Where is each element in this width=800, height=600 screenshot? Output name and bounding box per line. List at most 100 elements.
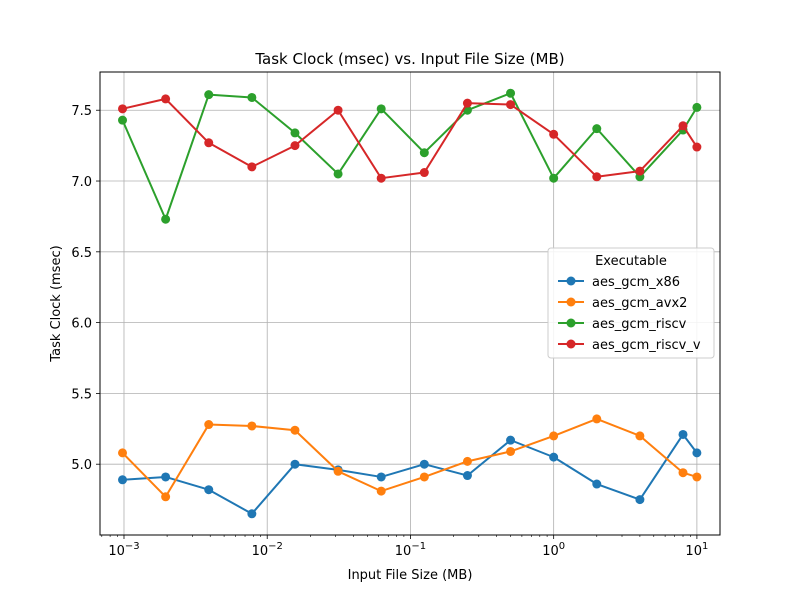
- chart-title: Task Clock (msec) vs. Input File Size (M…: [254, 50, 564, 68]
- x-axis-label: Input File Size (MB): [348, 568, 473, 583]
- x-tick-base: 10: [685, 544, 702, 559]
- data-point: [161, 472, 171, 482]
- y-tick-label: 6.0: [71, 317, 92, 332]
- data-point: [678, 468, 688, 478]
- data-point: [247, 92, 257, 102]
- data-point: [161, 94, 171, 104]
- x-tick-label: 101: [685, 541, 708, 559]
- data-point: [290, 128, 300, 138]
- data-point: [419, 459, 429, 469]
- data-point: [678, 429, 688, 439]
- data-point: [592, 479, 602, 489]
- data-point: [118, 115, 128, 125]
- data-point: [592, 172, 602, 182]
- legend-entry: aes_gcm_x86: [558, 275, 680, 290]
- data-point: [506, 88, 516, 98]
- legend-label: aes_gcm_avx2: [592, 296, 687, 311]
- y-tick-label: 5.0: [71, 458, 92, 473]
- plot-frame: [99, 71, 721, 536]
- data-point: [247, 162, 257, 172]
- data-point: [419, 168, 429, 178]
- data-point: [204, 420, 214, 430]
- legend-swatch-marker: [566, 276, 576, 286]
- y-tick-label: 5.5: [71, 387, 92, 402]
- data-point: [506, 446, 516, 456]
- x-tick-exponent: −2: [268, 541, 283, 552]
- data-point: [118, 104, 128, 114]
- data-point: [247, 421, 257, 431]
- data-point: [376, 486, 386, 496]
- data-point: [333, 105, 343, 115]
- x-tick-exponent: 1: [702, 541, 708, 552]
- data-point: [692, 472, 702, 482]
- data-point: [290, 459, 300, 469]
- data-point: [333, 169, 343, 179]
- x-tick-exponent: −1: [411, 541, 426, 552]
- data-point: [376, 173, 386, 183]
- x-tick-base: 10: [395, 544, 412, 559]
- data-point: [376, 472, 386, 482]
- data-point: [549, 173, 559, 183]
- data-point: [161, 214, 171, 224]
- data-point: [692, 102, 702, 112]
- data-point: [290, 425, 300, 435]
- y-tick-label: 7.0: [71, 175, 92, 190]
- legend-swatch-marker: [566, 339, 576, 349]
- data-point: [462, 98, 472, 108]
- data-point: [118, 475, 128, 485]
- x-tick-base: 10: [108, 544, 125, 559]
- x-tick-label: 10−3: [108, 541, 139, 559]
- data-point: [549, 129, 559, 139]
- data-point: [506, 100, 516, 110]
- x-tick-label: 100: [542, 541, 565, 559]
- data-point: [692, 448, 702, 458]
- x-tick-label: 10−1: [395, 541, 426, 559]
- data-point: [678, 121, 688, 131]
- x-tick-exponent: 0: [559, 541, 565, 552]
- data-point: [506, 435, 516, 445]
- legend-label: aes_gcm_x86: [592, 275, 680, 290]
- y-tick-label: 7.5: [71, 104, 92, 119]
- data-point: [290, 141, 300, 151]
- data-point: [592, 124, 602, 134]
- data-point: [333, 466, 343, 476]
- data-point: [419, 472, 429, 482]
- data-point: [118, 448, 128, 458]
- series-aes_gcm_avx2: [118, 414, 702, 502]
- data-point: [376, 104, 386, 114]
- legend-entry: aes_gcm_avx2: [558, 296, 687, 311]
- legend-swatch-marker: [566, 318, 576, 328]
- legend-entry: aes_gcm_riscv_v: [558, 338, 701, 353]
- data-point: [635, 431, 645, 441]
- data-point: [161, 492, 171, 502]
- data-point: [635, 495, 645, 505]
- series-aes_gcm_riscv_v: [118, 94, 702, 183]
- data-point: [204, 90, 214, 100]
- legend-label: aes_gcm_riscv: [592, 317, 687, 332]
- series-lines: [118, 88, 702, 519]
- data-point: [549, 452, 559, 462]
- legend: Executable aes_gcm_x86 aes_gcm_avx2 aes_gcm…: [547, 247, 715, 359]
- data-point: [462, 471, 472, 481]
- x-tick-base: 10: [252, 544, 269, 559]
- legend-box: [547, 247, 715, 359]
- data-point: [692, 142, 702, 152]
- x-tick-exponent: −3: [125, 541, 140, 552]
- data-point: [549, 431, 559, 441]
- y-tick-label: 6.5: [71, 246, 92, 261]
- legend-swatch-marker: [566, 297, 576, 307]
- data-point: [592, 414, 602, 424]
- data-point: [635, 166, 645, 176]
- data-point: [204, 485, 214, 495]
- x-tick-base: 10: [542, 544, 559, 559]
- y-axis-label: Task Clock (msec): [49, 245, 64, 362]
- legend-entry: aes_gcm_riscv: [558, 317, 687, 332]
- grid: [100, 72, 720, 535]
- x-tick-label: 10−2: [252, 541, 283, 559]
- data-point: [419, 148, 429, 158]
- legend-label: aes_gcm_riscv_v: [592, 338, 701, 353]
- legend-title: Executable: [595, 254, 667, 269]
- data-point: [204, 138, 214, 148]
